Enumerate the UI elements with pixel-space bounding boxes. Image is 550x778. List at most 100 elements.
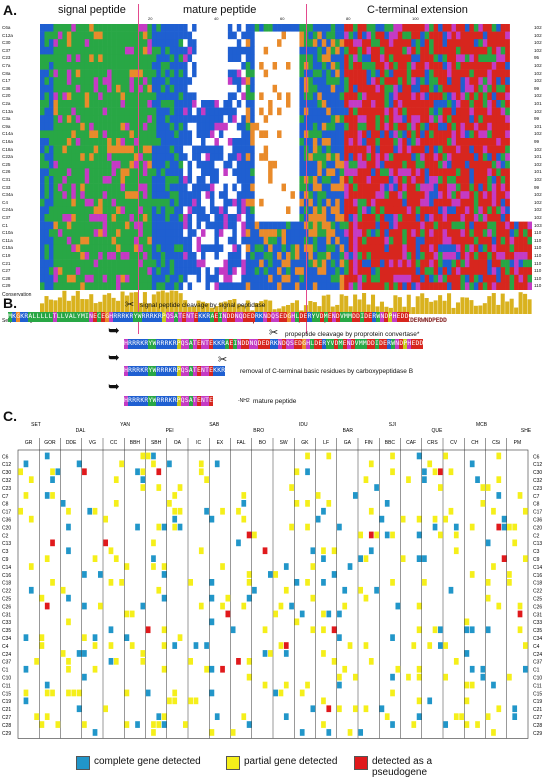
alignment-cell (71, 84, 77, 93)
alignment-cell (142, 236, 148, 245)
alignment-cell (505, 191, 510, 200)
alignment-cell (151, 176, 157, 184)
detection-cell (161, 713, 167, 720)
alignment-cell (160, 92, 166, 101)
detection-cell (310, 594, 316, 602)
alignment-cell (433, 252, 439, 260)
alignment-cell (500, 92, 506, 101)
alignment-cell (487, 39, 493, 48)
alignment-cell (142, 191, 148, 200)
alignment-cell (236, 252, 242, 260)
alignment-cell (236, 69, 242, 78)
alignment-cell (397, 236, 403, 245)
alignment-cell (330, 160, 336, 169)
alignment-cell (236, 206, 242, 215)
alignment-cell (424, 191, 430, 200)
alignment-cell (353, 252, 358, 260)
alignment-cell (496, 122, 501, 131)
sequence-length: 102 (534, 32, 542, 38)
alignment-cell (487, 31, 493, 40)
alignment-cell (71, 206, 77, 215)
alignment-cell (473, 160, 479, 169)
alignment-cell (218, 145, 224, 154)
alignment-cell (107, 84, 112, 93)
detection-cell (262, 626, 268, 634)
conservation-bar (214, 306, 219, 314)
detection-cell (522, 507, 528, 515)
alignment-cell (420, 92, 425, 101)
alignment-cell (406, 145, 412, 154)
alignment-cell (183, 183, 188, 192)
row-label-right: C34 (533, 636, 542, 642)
alignment-cell (527, 274, 532, 283)
alignment-cell (500, 229, 506, 238)
alignment-cell (236, 62, 242, 70)
detection-cell (347, 729, 353, 736)
alignment-cell (496, 39, 501, 48)
residue: R (136, 396, 141, 406)
alignment-cell (205, 259, 211, 268)
alignment-cell (268, 160, 273, 169)
alignment-cell (259, 183, 264, 192)
alignment-cell (330, 244, 336, 253)
alignment-cell (236, 138, 242, 146)
alignment-cell (505, 84, 510, 93)
row-label-right: C17 (533, 510, 542, 516)
alignment-cell (254, 153, 260, 162)
alignment-cell (111, 252, 117, 260)
detection-cell (44, 689, 50, 697)
alignment-cell (286, 168, 291, 177)
alignment-cell (451, 252, 457, 260)
alignment-cell (218, 54, 224, 63)
alignment-cell (286, 138, 291, 146)
alignment-cell (71, 221, 77, 230)
alignment-cell (447, 24, 452, 32)
alignment-cell (169, 115, 175, 124)
alignment-cell (496, 138, 501, 146)
alignment-cell (254, 229, 260, 238)
alignment-cell (66, 138, 72, 146)
alignment-cell (357, 176, 363, 184)
alignment-cell (223, 39, 229, 48)
conservation-bar (66, 300, 71, 314)
alignment-cell (142, 46, 148, 55)
residue: N (395, 339, 400, 349)
alignment-cell (321, 274, 327, 283)
residue: E (246, 312, 251, 322)
alignment-cell (366, 183, 372, 192)
alignment-cell (236, 160, 242, 169)
alignment-cell (447, 252, 452, 260)
alignment-cell (487, 267, 493, 276)
alignment-cell (66, 176, 72, 184)
alignment-cell (107, 100, 112, 108)
alignment-cell (406, 214, 412, 222)
alignment-cell (321, 183, 327, 192)
alignment-cell (370, 259, 376, 268)
detection-cell (416, 602, 422, 610)
detection-cell (252, 586, 257, 594)
alignment-cell (66, 267, 72, 276)
alignment-cell (93, 267, 99, 276)
alignment-cell (201, 206, 206, 215)
alignment-cell (107, 145, 112, 154)
alignment-cell (362, 115, 367, 124)
alignment-cell (272, 69, 278, 78)
residue: M (338, 339, 343, 349)
alignment-cell (138, 145, 144, 154)
alignment-cell (107, 77, 112, 86)
detection-cell (289, 484, 294, 491)
alignment-cell (268, 214, 273, 222)
alignment-cell (178, 282, 184, 290)
alignment-cell (209, 46, 215, 55)
alignment-cell (236, 24, 242, 32)
alignment-cell (362, 221, 367, 230)
alignment-cell (84, 214, 90, 222)
alignment-cell (205, 252, 211, 260)
alignment-cell (415, 84, 421, 93)
alignment-cell (62, 160, 68, 169)
alignment-cell (53, 282, 59, 290)
alignment-cell (93, 191, 99, 200)
alignment-cell (174, 107, 179, 116)
alignment-cell (411, 69, 417, 78)
residue: E (208, 396, 214, 406)
